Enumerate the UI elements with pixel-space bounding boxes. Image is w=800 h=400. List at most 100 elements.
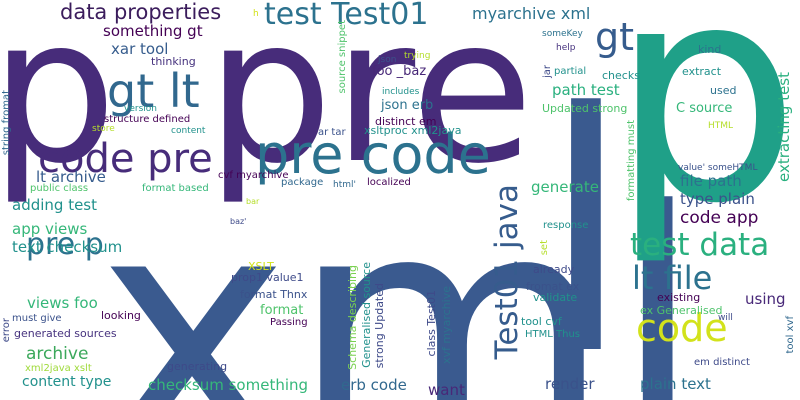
word-updated-strong: Updated strong bbox=[542, 102, 628, 115]
word-html-thus: HTML Thus bbox=[525, 329, 580, 340]
word-test01-java: Test01 java bbox=[489, 184, 525, 360]
word-bar: bar bbox=[246, 197, 260, 206]
word-baz-quote: baz' bbox=[230, 217, 247, 226]
word-xslt: XSLT bbox=[248, 260, 274, 273]
word-xml: xml bbox=[95, 141, 704, 400]
word-jar: jar bbox=[542, 65, 553, 79]
word-em-distinct: em distinct bbox=[694, 357, 750, 368]
word-want: want bbox=[428, 381, 465, 399]
word-help: help bbox=[556, 43, 576, 53]
word-plain-text: plain text bbox=[640, 375, 711, 393]
word-l: l bbox=[540, 43, 632, 400]
word-fromat-ex: fromat ex bbox=[526, 280, 580, 293]
word-checksum-something: checksum something bbox=[148, 376, 309, 394]
word-pre-p: pre p bbox=[26, 227, 104, 262]
word-gt: gt bbox=[595, 15, 635, 59]
word-distinct-em: distinct em bbox=[375, 115, 437, 128]
word-code: code bbox=[636, 306, 728, 350]
word-html-quote: html' bbox=[333, 180, 356, 190]
word-c-source: C source bbox=[676, 101, 733, 116]
word-tool-cvf: tool cvf bbox=[521, 315, 562, 328]
word-tool-xvf: tool xvf bbox=[785, 316, 796, 354]
word-render: render bbox=[545, 375, 595, 393]
word-version: version bbox=[124, 104, 157, 114]
word-code-pre: code pre bbox=[38, 136, 213, 182]
word-using: using bbox=[745, 290, 786, 308]
word-format: format bbox=[260, 303, 304, 318]
word-format-based: format based bbox=[142, 183, 209, 194]
word-store: store bbox=[92, 124, 115, 134]
word-file-path: file path bbox=[680, 172, 742, 190]
word-must-give: must give bbox=[12, 313, 62, 324]
word-adding-test: adding test bbox=[12, 196, 98, 214]
word-h: h bbox=[253, 9, 259, 19]
word-text-checksum: text checksum bbox=[12, 238, 123, 256]
word-archive: archive bbox=[26, 344, 89, 364]
word-response: response bbox=[543, 220, 589, 231]
word-public-class: public class bbox=[30, 183, 89, 194]
word-includes: includes bbox=[382, 87, 420, 97]
word-thinking: thinking bbox=[151, 55, 196, 68]
word-myarchive-xml: myarchive xml bbox=[472, 4, 591, 23]
word-html: HTML bbox=[708, 121, 734, 131]
word-error: error bbox=[1, 318, 12, 343]
word-generate: generate bbox=[531, 178, 599, 196]
word-checks: checks bbox=[602, 69, 640, 82]
word-p-right: p bbox=[610, 0, 800, 269]
word-ex-generalised: ex Generalised bbox=[640, 304, 723, 317]
word-value-somehtml: value' someHTML bbox=[678, 163, 758, 173]
word-structure-defined: structure defined bbox=[104, 114, 191, 125]
word-extract: extract bbox=[682, 65, 722, 78]
word-used: used bbox=[710, 84, 737, 97]
word-json-erb: json erb bbox=[381, 98, 434, 113]
word-xar-tool: xar tool bbox=[111, 40, 169, 58]
word-views-foo: views foo bbox=[27, 294, 98, 312]
word-kind: kind bbox=[698, 43, 722, 56]
word-pre-code: pre code bbox=[255, 123, 491, 186]
word-formatting-must: formatting must bbox=[626, 120, 637, 202]
word-looking: looking bbox=[101, 309, 141, 322]
word-p-left: p bbox=[0, 0, 117, 208]
word-xvf-myarchive: xvf myarchive bbox=[440, 286, 453, 364]
word-strong-updated: strong Updated bbox=[373, 283, 386, 369]
word-something-gt: something gt bbox=[103, 22, 203, 40]
word-app-views: app views bbox=[12, 220, 88, 238]
word-foo-baz: foo _baz bbox=[372, 64, 427, 79]
word-somekey: someKey bbox=[542, 29, 583, 39]
word-validate: validate bbox=[533, 291, 578, 304]
word-test-data: test data bbox=[630, 227, 770, 263]
word-generated-sources: generated sources bbox=[14, 327, 117, 340]
word-code-app: code app bbox=[680, 208, 759, 228]
word-schema-describing: Schema describing bbox=[346, 265, 359, 370]
word-json: json bbox=[378, 55, 397, 65]
word-content-type: content type bbox=[22, 374, 112, 390]
word-source-snippet: source snippet bbox=[337, 20, 348, 94]
word-partial: partial bbox=[554, 66, 587, 77]
word-generating: generating bbox=[167, 360, 228, 373]
word-xml2java-xslt: xml2java xslt bbox=[25, 363, 92, 374]
word-class-test01: class Test01 bbox=[425, 290, 438, 357]
word-ar-tar: ar tar bbox=[318, 127, 346, 138]
word-xsltproc-xml2java: xsltproc xml2java bbox=[364, 124, 462, 137]
word-format-thnx: format Thnx bbox=[240, 288, 308, 301]
word-passing: Passing bbox=[270, 317, 308, 328]
word-localized: localized bbox=[367, 177, 411, 188]
word-extracting-test: extracting test bbox=[775, 72, 793, 182]
word-lt-archive: lt archive bbox=[36, 168, 106, 186]
word-gt-lt: gt lt bbox=[107, 64, 200, 118]
word-erb-code: erb code bbox=[341, 376, 407, 394]
word-string-fromat: string fromat bbox=[1, 90, 12, 156]
word-pre: pre bbox=[206, 0, 534, 208]
word-package: package bbox=[281, 177, 324, 188]
word-will: will bbox=[718, 313, 733, 323]
word-already: already bbox=[533, 263, 575, 276]
word-content: content bbox=[171, 126, 206, 136]
word-lt-file: lt file bbox=[632, 259, 713, 297]
word-trying: trying bbox=[404, 51, 431, 61]
word-existing: existing bbox=[657, 291, 701, 304]
word-data-properties: data properties bbox=[60, 0, 222, 24]
word-type-plain: type plain bbox=[680, 190, 755, 208]
word-path-test: path test bbox=[552, 81, 620, 99]
word-set: set bbox=[539, 240, 550, 256]
